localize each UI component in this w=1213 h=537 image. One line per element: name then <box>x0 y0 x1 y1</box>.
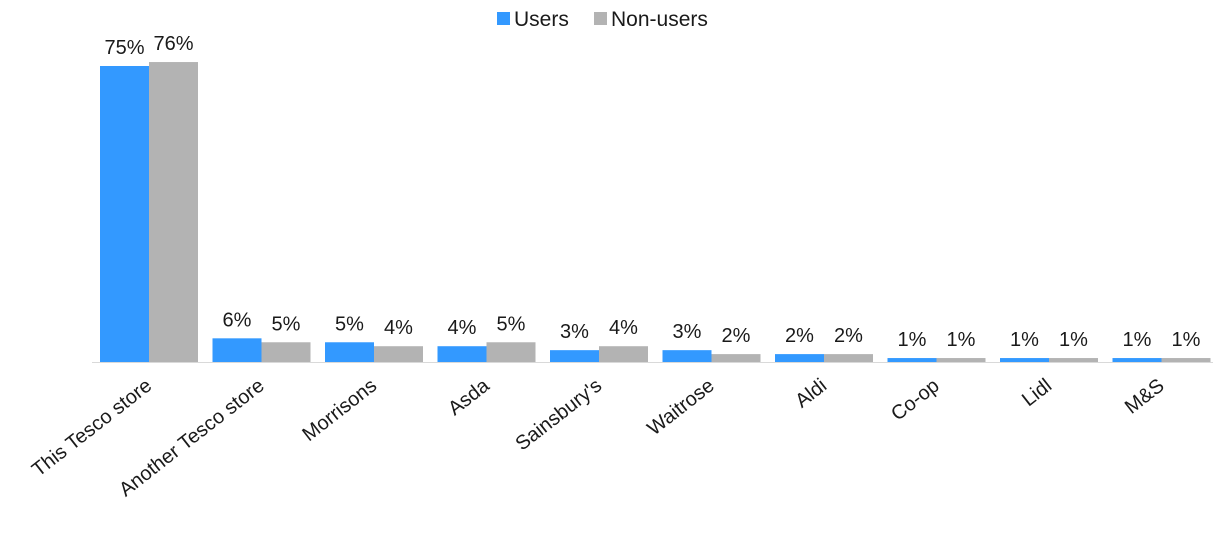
tick-label-waitrose: Waitrose <box>643 375 718 440</box>
bar-users-aldi <box>775 354 824 362</box>
legend-swatch-non-users <box>594 12 607 25</box>
bar-non-users-morrisons <box>374 346 423 362</box>
data-label-users-mands: 1% <box>1123 329 1152 351</box>
legend-swatch-users <box>497 12 510 25</box>
data-label-users-morrisons: 5% <box>335 313 364 335</box>
tick-label-asda: Asda <box>444 374 494 420</box>
bar-users-sainsbury-s <box>550 350 599 362</box>
bar-non-users-asda <box>486 342 536 362</box>
data-label-users-sainsbury-s: 3% <box>560 321 589 343</box>
bar-users-lidl <box>1000 358 1049 362</box>
data-label-non-users-aldi: 2% <box>834 325 863 347</box>
data-label-users-co-op: 1% <box>898 329 927 351</box>
tick-label-sainsbury-s: Sainsbury's <box>512 375 607 456</box>
data-label-non-users-waitrose: 2% <box>722 325 751 347</box>
bar-non-users-mands <box>1161 358 1211 362</box>
bar-non-users-co-op <box>936 358 986 362</box>
tick-label-mands: M&S <box>1121 375 1169 419</box>
bar-users-co-op <box>887 358 937 362</box>
data-label-users-this-tesco-store: 75% <box>104 37 144 59</box>
data-label-users-another-tesco-store: 6% <box>223 309 252 331</box>
data-label-users-asda: 4% <box>448 317 477 339</box>
legend-label-non-users: Non-users <box>611 8 708 31</box>
tick-label-co-op: Co-op <box>887 375 943 426</box>
tick-label-lidl: Lidl <box>1018 375 1056 412</box>
data-label-group: 75% 76% 6% 5% 5% 4% 4% 5% 3% 4% 3% 2% 2% 2% 1% 1% 1% 1% 1%… <box>104 33 1200 351</box>
data-label-users-waitrose: 3% <box>673 321 702 343</box>
bar-users-this-tesco-store <box>100 66 149 362</box>
bar-non-users-aldi <box>824 354 873 362</box>
chart-legend: Users Non-users <box>497 8 708 31</box>
bar-users-morrisons <box>325 342 374 362</box>
bar-non-users-another-tesco-store <box>261 342 311 362</box>
data-label-non-users-asda: 5% <box>497 313 526 335</box>
bar-users-asda <box>437 346 487 362</box>
legend-label-users: Users <box>514 8 569 31</box>
bar-non-users-this-tesco-store <box>149 62 198 362</box>
data-label-non-users-this-tesco-store: 76% <box>153 33 193 55</box>
data-label-non-users-lidl: 1% <box>1059 329 1088 351</box>
bar-users-mands <box>1112 358 1162 362</box>
bar-non-users-sainsbury-s <box>599 346 648 362</box>
tick-label-aldi: Aldi <box>791 375 831 413</box>
data-label-users-lidl: 1% <box>1010 329 1039 351</box>
data-label-users-aldi: 2% <box>785 325 814 347</box>
data-label-non-users-mands: 1% <box>1172 329 1201 351</box>
tick-label-this-tesco-store: This Tesco store <box>28 375 156 482</box>
data-label-non-users-another-tesco-store: 5% <box>272 313 301 335</box>
data-label-non-users-morrisons: 4% <box>384 317 413 339</box>
bar-group <box>100 62 1211 362</box>
bar-users-waitrose <box>662 350 712 362</box>
bar-users-another-tesco-store <box>212 338 262 362</box>
tick-label-morrisons: Morrisons <box>298 375 381 446</box>
data-label-non-users-co-op: 1% <box>947 329 976 351</box>
data-label-non-users-sainsbury-s: 4% <box>609 317 638 339</box>
bar-non-users-lidl <box>1049 358 1098 362</box>
bar-non-users-waitrose <box>711 354 761 362</box>
